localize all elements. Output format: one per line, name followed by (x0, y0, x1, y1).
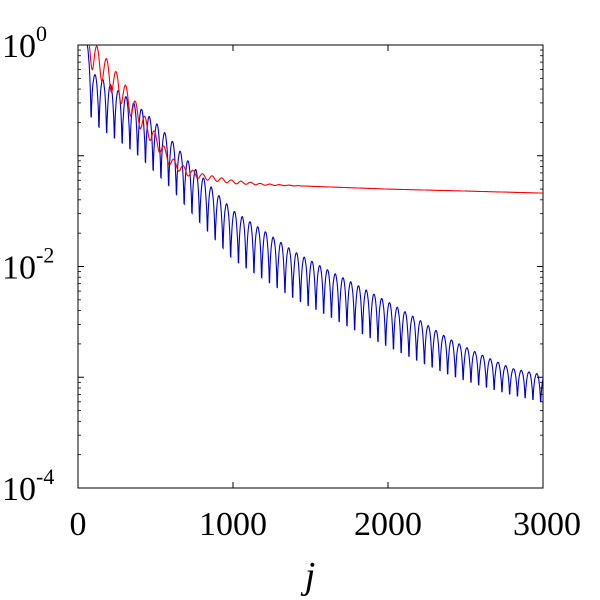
y-tick-base: 10 (2, 250, 36, 287)
y-tick-label: 100 (2, 21, 47, 65)
y-tick-label: 10-2 (2, 243, 54, 287)
series-line-blue (86, 45, 543, 402)
y-tick-exponent: 0 (36, 21, 47, 46)
y-tick-exponent: -4 (36, 464, 54, 489)
x-tick-label: 2000 (354, 506, 422, 543)
series-clip-group (86, 45, 543, 402)
y-tick-base: 10 (2, 471, 36, 508)
series-layer (86, 45, 543, 402)
series-line-red (88, 45, 543, 194)
y-tick-base: 10 (2, 28, 36, 65)
y-tick-exponent: -2 (36, 243, 54, 268)
x-tick-label: 1000 (199, 506, 267, 543)
x-axis-label: j (300, 555, 316, 597)
x-tick-label: 0 (70, 506, 87, 543)
x-tick-label: 3000 (513, 506, 581, 543)
y-tick-label: 10-4 (2, 464, 54, 508)
tick-layer (77, 44, 544, 489)
